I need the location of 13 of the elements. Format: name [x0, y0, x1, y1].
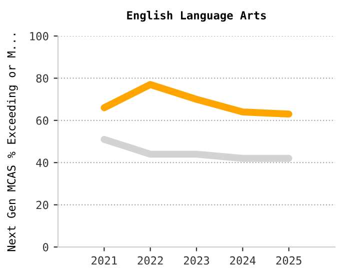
y-tick-label: 0 [43, 243, 48, 252]
y-axis-title: Next Gen MCAS % Exceeding or M... [6, 34, 18, 252]
x-tick-label: 2025 [276, 256, 302, 265]
x-tick-label: 2022 [138, 256, 163, 265]
x-tick-label: 2024 [230, 256, 256, 265]
x-tick-label: 2023 [184, 256, 210, 265]
chart-title: English Language Arts [127, 10, 266, 22]
y-tick-label: 100 [30, 32, 48, 40]
y-tick-label: 80 [36, 74, 48, 83]
y-tick-label: 60 [36, 116, 48, 125]
y-tick-label: 20 [36, 200, 48, 210]
y-tick-label: 40 [36, 158, 48, 168]
x-tick-label: 2021 [92, 256, 117, 265]
